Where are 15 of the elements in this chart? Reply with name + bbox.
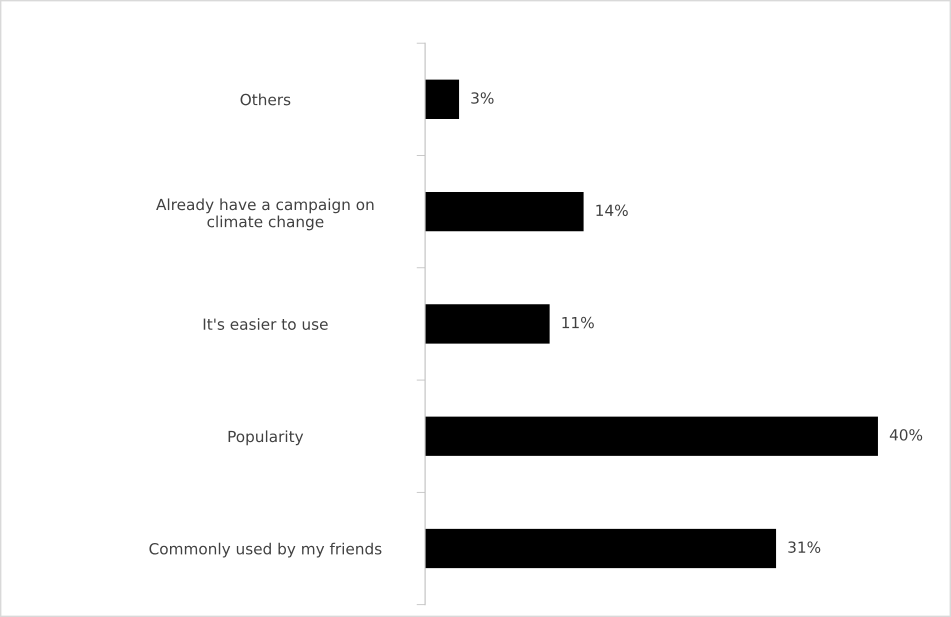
data-label: 14% — [596, 204, 628, 216]
data-label: 3% — [471, 92, 494, 104]
bar — [425, 528, 776, 568]
y-tick-label: Popularity — [228, 430, 304, 446]
data-label: 40% — [890, 429, 922, 441]
y-tick-label: Already have a campaign on climate change — [156, 198, 374, 230]
bar — [425, 80, 460, 119]
bar — [425, 192, 584, 232]
bar — [425, 416, 878, 456]
data-label: 11% — [562, 316, 594, 328]
y-tick-label: Commonly used by my friends — [149, 542, 382, 558]
data-label: 31% — [788, 541, 820, 553]
y-tick-label: It's easier to use — [204, 318, 328, 330]
bar — [425, 304, 550, 344]
y-tick-label: Others — [240, 94, 290, 106]
